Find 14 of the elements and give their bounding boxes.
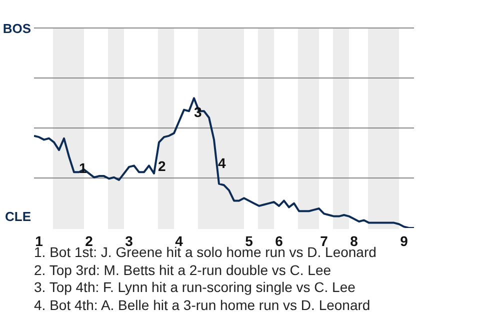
annotation: 2	[158, 158, 166, 174]
x-tick-label: 7	[320, 232, 328, 249]
x-tick-label: 9	[400, 232, 408, 249]
x-tick-label: 2	[85, 232, 94, 249]
x-tick-label: 5	[245, 232, 254, 249]
text: CLE	[5, 209, 32, 224]
x-tick-label: 6	[275, 232, 284, 249]
x-tick-label: 3	[125, 232, 134, 249]
text: 2. Top 3rd: M. Betts hit a 2-run double vs C. Lee	[34, 262, 332, 279]
text: 3. Top 4th: F. Lynn hit a run-scoring single vs C. Lee	[34, 279, 356, 296]
annotation: 4	[218, 155, 226, 171]
x-tick-label: 8	[350, 232, 358, 249]
text: 4. Bot 4th: A. Belle hit a 3-run home run vs D. Leonard	[34, 296, 372, 314]
text: BOS	[2, 21, 32, 36]
